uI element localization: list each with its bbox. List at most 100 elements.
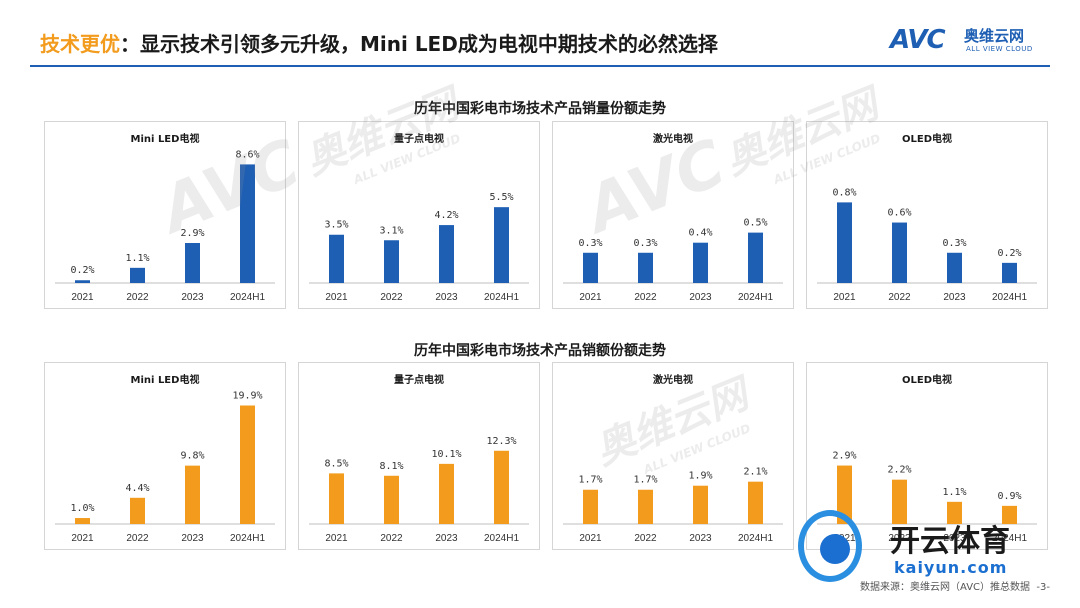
source-text: 数据来源：奥维云网（AVC）推总数据: [860, 582, 1031, 593]
bar-2022: [638, 489, 653, 524]
bar-chart-svg: 0.8% 2021 0.6% 2022 0.3% 2023 0.2% 2024H1: [817, 187, 1037, 303]
x-tick-label: 2022: [380, 533, 403, 544]
bar-2024H1: [1002, 505, 1017, 524]
data-label: 0.6%: [887, 208, 911, 219]
data-label: 2.9%: [180, 228, 204, 239]
avc-logo: AVC 奥维云网 ALL VIEW CLOUD: [890, 25, 1060, 57]
data-label: 5.5%: [489, 192, 513, 203]
bar-2021: [329, 473, 344, 524]
bar-2023: [947, 252, 962, 283]
bar-2022: [384, 240, 399, 283]
bar-2021: [329, 234, 344, 283]
data-label: 4.4%: [125, 483, 149, 494]
data-label: 9.8%: [180, 451, 204, 462]
section-title-value: 历年中国彩电市场技术产品销额份额走势: [414, 343, 666, 359]
x-tick-label: 2024H1: [738, 533, 773, 544]
chart-title: OLED电视: [901, 375, 952, 386]
x-tick-label: 2023: [943, 292, 966, 303]
chart-panel-volume-qled: 3.5% 2021 3.1% 2022 4.2% 2023 5.5% 2024H1 量子点电视: [298, 121, 540, 309]
bar-2022: [130, 267, 145, 283]
x-tick-label: 2022: [634, 292, 657, 303]
logo-mark: AVC: [890, 25, 946, 55]
data-label: 1.0%: [70, 503, 94, 514]
data-label: 0.3%: [578, 238, 602, 249]
bar-2024H1: [1002, 262, 1017, 283]
chart-panel-volume-oled: 0.8% 2021 0.6% 2022 0.3% 2023 0.2% 2024H1 OLED电…: [806, 121, 1048, 309]
data-label: 1.1%: [125, 253, 149, 264]
x-tick-label: 2024H1: [992, 292, 1027, 303]
bar-2024H1: [748, 232, 763, 283]
x-tick-label: 2023: [181, 533, 204, 544]
bar-chart-svg: 1.0% 2021 4.4% 2022 9.8% 2023 19.9% 2024H1: [55, 391, 275, 544]
x-tick-label: 2022: [126, 292, 149, 303]
x-tick-label: 2021: [579, 292, 602, 303]
football-icon: [820, 534, 850, 564]
chart-title: 激光电视: [653, 375, 693, 386]
data-label: 2.2%: [887, 465, 911, 476]
title-rest: ：显示技术引领多元升级，Mini LED成为电视中期技术的必然选择: [120, 32, 718, 56]
data-label: 0.5%: [743, 218, 767, 229]
data-label: 1.1%: [942, 487, 966, 498]
chart-panel-volume-laser: 0.3% 2021 0.3% 2022 0.4% 2023 0.5% 2024H1 激光电视: [552, 121, 794, 309]
data-label: 1.7%: [578, 475, 602, 486]
chart-title: Mini LED电视: [130, 134, 200, 145]
chart-title: 量子点电视: [394, 134, 444, 145]
bar-chart-svg: 0.3% 2021 0.3% 2022 0.4% 2023 0.5% 2024H1: [563, 218, 783, 303]
data-label: 12.3%: [486, 436, 516, 447]
x-tick-label: 2024H1: [484, 533, 519, 544]
chart-panel-value-miniled: 1.0% 2021 4.4% 2022 9.8% 2023 19.9% 2024H1 Mini…: [44, 362, 286, 550]
kaiyun-logo-icon: [798, 510, 862, 582]
x-tick-label: 2021: [579, 533, 602, 544]
x-tick-label: 2024H1: [738, 292, 773, 303]
bar-2021: [837, 202, 852, 283]
bar-2021: [837, 465, 852, 524]
x-tick-label: 2023: [689, 533, 712, 544]
bar-2022: [638, 252, 653, 283]
x-tick-label: 2024H1: [230, 533, 265, 544]
data-label: 0.4%: [688, 228, 712, 239]
chart-title: OLED电视: [901, 134, 952, 145]
bar-2023: [439, 463, 454, 524]
chart-title: 量子点电视: [394, 375, 444, 386]
data-label: 0.8%: [832, 187, 856, 198]
data-label: 8.5%: [324, 458, 348, 469]
bar-chart-svg: 8.5% 2021 8.1% 2022 10.1% 2023 12.3% 2024H1: [309, 436, 529, 544]
kaiyun-badge: 开云体育 kaiyun.com: [790, 510, 1070, 590]
bar-2023: [185, 243, 200, 283]
x-tick-label: 2023: [435, 533, 458, 544]
bar-2022: [384, 475, 399, 524]
bar-2023: [439, 225, 454, 283]
data-label: 4.2%: [434, 210, 458, 221]
x-tick-label: 2024H1: [230, 292, 265, 303]
bar-chart-svg: 1.7% 2021 1.7% 2022 1.9% 2023 2.1% 2024H1: [563, 467, 783, 544]
bar-chart-svg: 3.5% 2021 3.1% 2022 4.2% 2023 5.5% 2024H1: [309, 192, 529, 303]
source-note: 数据来源：奥维云网（AVC）推总数据 -3-: [860, 578, 1050, 593]
bar-2021: [75, 518, 90, 524]
x-tick-label: 2022: [888, 533, 911, 544]
header-rule: [30, 65, 1050, 67]
bar-2023: [693, 242, 708, 283]
x-tick-label: 2024H1: [992, 533, 1027, 544]
badge-name: 开云体育: [890, 524, 1010, 559]
x-tick-label: 2023: [435, 292, 458, 303]
data-label: 1.7%: [633, 475, 657, 486]
data-label: 8.1%: [379, 461, 403, 472]
data-label: 0.9%: [997, 491, 1021, 502]
bar-2021: [583, 489, 598, 524]
bar-2024H1: [748, 481, 763, 524]
data-label: 10.1%: [431, 449, 461, 460]
x-tick-label: 2021: [71, 533, 94, 544]
data-label: 3.1%: [379, 225, 403, 236]
x-tick-label: 2022: [126, 533, 149, 544]
x-tick-label: 2022: [634, 533, 657, 544]
data-label: 0.2%: [997, 248, 1021, 259]
chart-title: 激光电视: [653, 134, 693, 145]
data-label: 0.3%: [942, 238, 966, 249]
section-title-volume: 历年中国彩电市场技术产品销量份额走势: [414, 101, 666, 117]
data-label: 0.3%: [633, 238, 657, 249]
x-tick-label: 2022: [888, 292, 911, 303]
data-label: 2.9%: [832, 451, 856, 462]
x-tick-label: 2021: [71, 292, 94, 303]
title-highlight: 技术更优: [40, 32, 120, 56]
chart-title: Mini LED电视: [130, 375, 200, 386]
